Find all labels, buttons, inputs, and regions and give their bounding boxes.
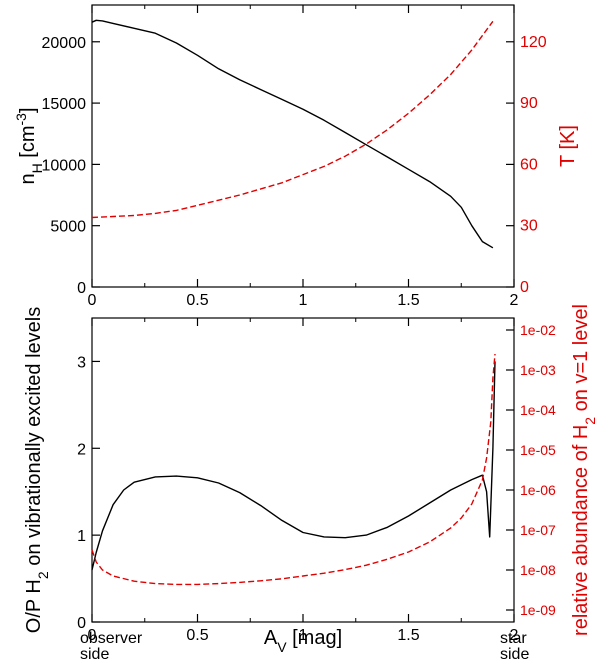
star-side-line2: side [500,646,529,663]
top-y-ticks-left: 0 5000 10000 15000 20000 [42,35,100,297]
bottom-y-left-tick-label-1: 1 [77,528,86,545]
bottom-x-tick-label-4: 2 [510,627,519,644]
top-y-title-bracket-close: ] [17,107,39,113]
bottom-series-line-1 [91,353,496,586]
bottom-series [91,353,496,586]
bottom-y-axis-title: O/P H2 on vibrationally excited levels [23,307,51,633]
bottom-y-right-tick-label-2: 1e-07 [520,522,556,538]
top-y-right-tick-label-0: 0 [520,279,529,296]
bottom-x-tick-label-0: 0 [88,627,97,644]
bottom-y-left-tick-label-2: 2 [77,441,86,458]
bottom-y-right-title-sub: 2 [582,417,598,425]
top-y-left-tick-label-2: 10000 [42,157,87,174]
bottom-x-title-main: A [264,627,278,649]
top-y-title-sup: -3 [13,113,29,126]
bottom-y-title-sub: 2 [35,571,51,579]
top-y-axis-title: nH [cm-3] [13,107,45,184]
top-y-left-tick-label-0: 0 [77,280,86,297]
top-y-right-axis-title: T [K] [557,125,579,167]
top-y-left-tick-label-1: 5000 [50,219,86,236]
bottom-series-line-0 [91,361,496,571]
bottom-x-tick-label-2: 1 [299,627,308,644]
bottom-y-right-tick-label-3: 1e-06 [520,482,556,498]
top-y-right-tick-label-2: 60 [520,156,538,173]
top-y-right-tick-label-3: 90 [520,95,538,112]
bottom-y-title-pre: O/P H [23,579,45,633]
top-y-title-main: n [17,173,39,184]
top-x-tick-label-4: 2 [510,292,519,309]
bottom-x-ticks: 0 0.5 1 1.5 2 [88,318,519,644]
top-x-tick-label-2: 1 [299,292,308,309]
bottom-x-title-sub: V [277,639,287,655]
top-y-title-sub: H [29,163,45,173]
bottom-y-right-tick-label-4: 1e-05 [520,442,556,458]
top-y-right-tick-label-4: 120 [520,34,547,51]
bottom-panel: 0 0.5 1 1.5 2 0 1 2 3 1e-09 1e-08 1e-07 1e-06 1e-05… [23,304,598,663]
top-series-line-0 [91,19,494,249]
bottom-y-title-post: on vibrationally excited levels [23,307,45,572]
bottom-y-right-title-pre: relative abundance of H [570,425,592,636]
bottom-y-right-tick-label-0: 1e-09 [520,602,556,618]
bottom-y-ticks-right: 1e-09 1e-08 1e-07 1e-06 1e-05 1e-04 1e-03 1e-02 [506,322,556,618]
top-x-tick-label-1: 0.5 [186,292,208,309]
top-x-tick-label-3: 1.5 [397,292,419,309]
bottom-y-left-tick-label-0: 0 [77,615,86,632]
bottom-x-tick-label-3: 1.5 [397,627,419,644]
bottom-y-right-tick-label-6: 1e-03 [520,362,556,378]
top-plot-frame [91,4,515,288]
bottom-y-left-tick-label-3: 3 [77,354,86,371]
star-side-line1: star [500,630,527,647]
top-series [91,19,494,249]
bottom-y-right-tick-label-1: 1e-08 [520,562,556,578]
bottom-x-title-rest: [mag] [287,627,343,649]
top-panel: 0 0.5 1 1.5 2 0 5000 10000 15000 20000 0 30 60 90 12… [13,4,579,309]
top-y-right-tick-label-1: 30 [520,218,538,235]
top-x-tick-label-0: 0 [88,292,97,309]
bottom-y-right-title-post: on v=1 level [570,304,592,417]
top-y-left-tick-label-4: 20000 [42,35,87,52]
top-y-title-bracket-open: [cm [17,125,39,163]
observer-side-line2: side [80,646,109,663]
bottom-y-right-tick-label-7: 1e-02 [520,322,556,338]
top-x-ticks: 0 0.5 1 1.5 2 [88,5,519,309]
top-y-left-tick-label-3: 15000 [42,96,87,113]
top-y-ticks-right: 0 30 60 90 120 [506,34,547,296]
bottom-y-right-tick-label-5: 1e-04 [520,402,556,418]
observer-side-line1: observer [80,630,143,647]
bottom-y-right-axis-title: relative abundance of H2 on v=1 level [570,304,598,636]
bottom-x-axis-title: AV [mag] [264,627,342,655]
bottom-x-tick-label-1: 0.5 [186,627,208,644]
top-series-line-1 [91,20,494,219]
bottom-y-ticks-left: 0 1 2 3 [77,354,100,632]
